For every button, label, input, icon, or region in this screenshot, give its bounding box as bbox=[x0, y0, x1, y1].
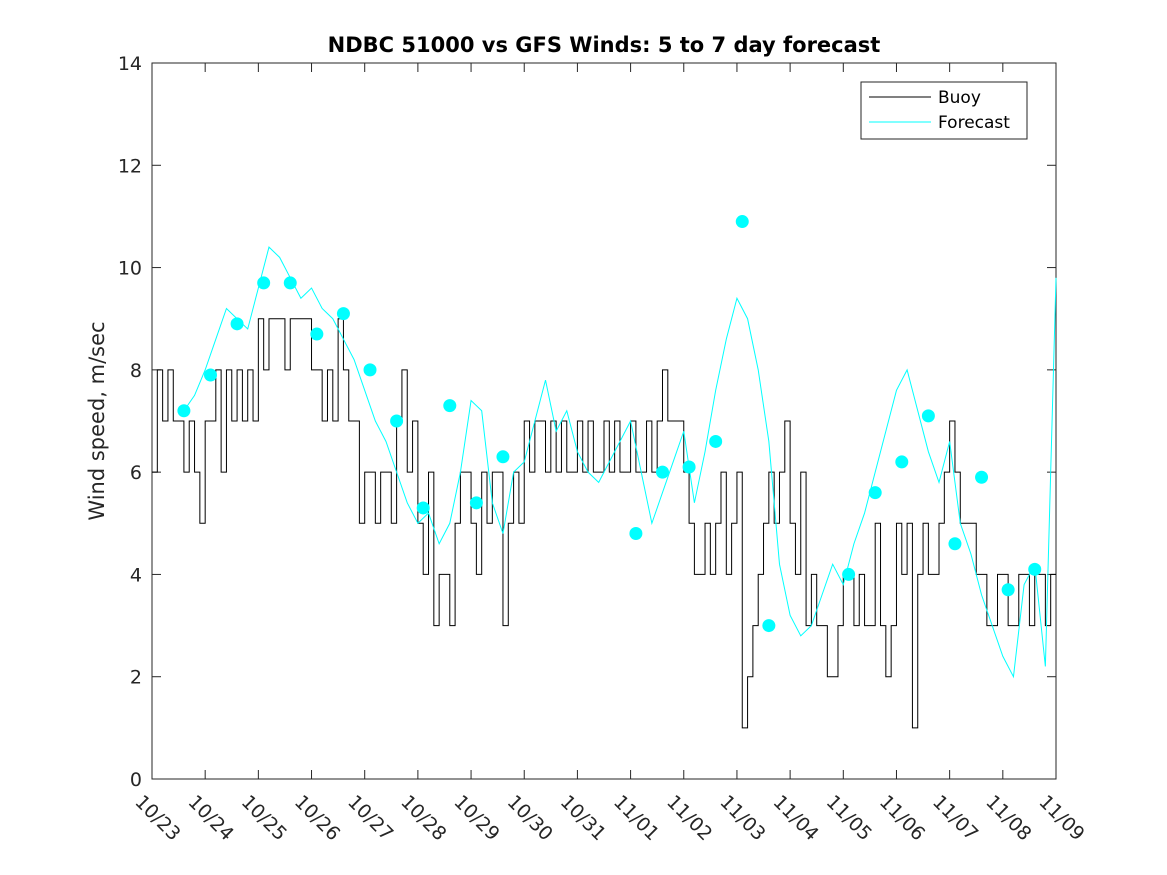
forecast-point bbox=[390, 414, 404, 428]
forecast-point bbox=[948, 537, 962, 551]
x-tick-label: 11/07 bbox=[928, 791, 982, 845]
x-tick-label: 10/23 bbox=[130, 791, 184, 845]
x-tick-label: 11/09 bbox=[1034, 791, 1088, 845]
legend-forecast-label: Forecast bbox=[938, 113, 1010, 133]
forecast-point bbox=[363, 363, 377, 377]
x-tick-label: 11/06 bbox=[875, 791, 929, 845]
forecast-point bbox=[655, 465, 669, 479]
y-tick-label: 4 bbox=[130, 564, 142, 586]
forecast-point bbox=[416, 501, 430, 515]
forecast-point bbox=[283, 276, 297, 290]
legend: Buoy Forecast bbox=[860, 81, 1028, 140]
forecast-point bbox=[895, 455, 909, 469]
forecast-point bbox=[203, 368, 217, 382]
y-tick-label: 14 bbox=[118, 53, 142, 75]
y-axis-label: Wind speed, m/sec bbox=[85, 321, 109, 520]
forecast-point bbox=[177, 404, 191, 418]
forecast-point bbox=[709, 434, 723, 448]
x-tick-label: 10/30 bbox=[503, 791, 557, 845]
legend-box bbox=[860, 81, 1028, 140]
forecast-point bbox=[629, 527, 643, 541]
forecast-point bbox=[842, 567, 856, 581]
forecast-point bbox=[230, 317, 244, 331]
forecast-point bbox=[975, 470, 989, 484]
x-tick-label: 10/31 bbox=[556, 791, 610, 845]
forecast-point bbox=[1028, 562, 1042, 576]
x-tick-label: 11/05 bbox=[822, 791, 876, 845]
y-tick-label: 8 bbox=[130, 360, 142, 382]
x-tick-label: 11/02 bbox=[662, 791, 716, 845]
forecast-point bbox=[868, 486, 882, 500]
forecast-point bbox=[496, 450, 510, 464]
plot-area: 0246810121410/2310/2410/2510/2610/2710/2… bbox=[118, 53, 1089, 845]
y-tick-label: 2 bbox=[130, 667, 142, 689]
forecast-point bbox=[682, 460, 696, 474]
y-tick-label: 10 bbox=[118, 258, 142, 280]
x-tick-label: 10/25 bbox=[237, 791, 291, 845]
forecast-point bbox=[310, 327, 324, 341]
y-tick-label: 0 bbox=[130, 769, 142, 791]
series-layer bbox=[152, 215, 1057, 729]
x-tick-label: 11/03 bbox=[715, 791, 769, 845]
x-tick-label: 11/04 bbox=[769, 791, 823, 845]
y-tick-label: 12 bbox=[118, 155, 142, 177]
forecast-point bbox=[735, 215, 749, 229]
forecast-point bbox=[257, 276, 271, 290]
x-tick-label: 11/08 bbox=[981, 791, 1035, 845]
forecast-point bbox=[762, 619, 776, 633]
forecast-point bbox=[1001, 583, 1015, 597]
forecast-point bbox=[921, 409, 935, 423]
forecast-point bbox=[336, 307, 350, 321]
x-tick-label: 10/26 bbox=[290, 791, 344, 845]
legend-buoy-label: Buoy bbox=[938, 88, 981, 108]
x-tick-label: 10/27 bbox=[343, 791, 397, 845]
chart-title: NDBC 51000 vs GFS Winds: 5 to 7 day fore… bbox=[328, 33, 881, 57]
x-tick-label: 10/29 bbox=[450, 791, 504, 845]
forecast-point bbox=[443, 399, 457, 413]
forecast-series-line bbox=[183, 246, 1057, 679]
forecast-point bbox=[469, 496, 483, 510]
y-tick-label: 6 bbox=[130, 462, 142, 484]
x-tick-label: 11/01 bbox=[609, 791, 663, 845]
x-tick-label: 10/24 bbox=[184, 791, 238, 845]
x-tick-label: 10/28 bbox=[396, 791, 450, 845]
